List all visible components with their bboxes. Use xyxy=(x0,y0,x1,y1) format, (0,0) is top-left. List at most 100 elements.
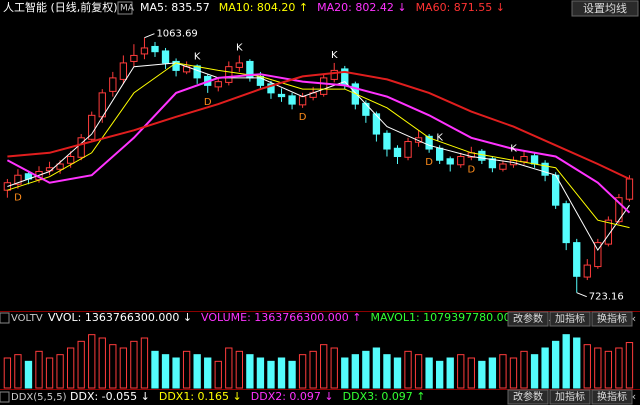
volume-bar xyxy=(488,357,497,389)
volume-bar xyxy=(256,357,265,389)
candle-body xyxy=(488,158,497,169)
signal-marker: K xyxy=(331,50,338,61)
volume-bar xyxy=(309,350,317,389)
candle-body xyxy=(425,135,433,150)
legend-item: DDX: -0.055 ↓ xyxy=(70,390,150,403)
candle-body xyxy=(277,93,286,98)
candle-body xyxy=(414,137,423,143)
legend-item: MA20: 802.42 ↓ xyxy=(317,1,406,14)
button[interactable] xyxy=(549,311,591,327)
volume-bar xyxy=(520,350,528,389)
volume-bar xyxy=(161,354,170,389)
volume-bar xyxy=(140,337,149,389)
candle-body xyxy=(66,156,75,164)
nav-arrow[interactable]: ‹ xyxy=(632,312,636,325)
legend-item: MAVOL1: 1079397780.000 ↑ xyxy=(371,311,531,324)
button-label: 加指标 xyxy=(555,312,585,325)
candle-body xyxy=(499,163,507,170)
candle-body xyxy=(119,62,128,80)
volume-bar xyxy=(383,354,391,389)
volume-bar xyxy=(457,354,465,389)
button[interactable] xyxy=(507,389,549,405)
button[interactable] xyxy=(571,0,639,17)
volume-bar xyxy=(77,340,85,389)
candle-body xyxy=(298,96,307,106)
candle-body xyxy=(140,47,149,55)
volume-bar xyxy=(204,357,212,389)
stock-title: 人工智能 (日线,前复权) xyxy=(3,0,118,14)
volume-bar xyxy=(467,357,475,389)
button[interactable] xyxy=(591,389,633,405)
candle-body xyxy=(288,95,296,105)
volume-bar xyxy=(615,347,623,389)
candle-body xyxy=(320,77,328,95)
volume-bar xyxy=(193,354,201,389)
candle-body xyxy=(193,65,201,79)
candle-body xyxy=(267,83,275,94)
volume-bar xyxy=(330,347,338,389)
collapse-box[interactable] xyxy=(0,312,10,324)
signal-marker: K xyxy=(436,132,443,143)
signal-marker: D xyxy=(204,97,212,108)
volume-bar xyxy=(541,347,549,389)
price-annotation: 723.16 xyxy=(589,292,624,303)
candle-body xyxy=(225,66,233,83)
volume-bar xyxy=(214,360,222,389)
candle-body xyxy=(478,150,486,161)
volume-bar xyxy=(14,354,22,389)
candle-body xyxy=(130,54,138,62)
candle-body xyxy=(151,45,159,53)
nav-arrow[interactable]: ‹ xyxy=(632,390,636,403)
volume-bar xyxy=(98,337,106,389)
volume-bar xyxy=(225,347,233,389)
volume-bar xyxy=(362,350,370,389)
volume-bar xyxy=(351,354,359,389)
volume-bar xyxy=(583,344,591,389)
candle-body xyxy=(14,174,22,185)
candle-body xyxy=(530,155,539,165)
indicator-box[interactable] xyxy=(117,1,133,15)
candle-body xyxy=(436,147,444,161)
signal-marker: D xyxy=(467,164,475,175)
volume-bar xyxy=(414,354,423,389)
candle-body xyxy=(161,50,170,64)
volume-bar xyxy=(604,350,613,389)
candle-body xyxy=(362,102,370,116)
volume-bar xyxy=(341,357,349,389)
signal-marker: K xyxy=(236,42,243,53)
ma-line xyxy=(6,73,631,214)
volume-bar xyxy=(172,357,180,389)
candle-body xyxy=(573,242,581,277)
volume-bar xyxy=(56,354,64,389)
button[interactable] xyxy=(507,311,549,327)
volume-bar xyxy=(119,347,128,389)
candle-body xyxy=(172,60,180,71)
button[interactable] xyxy=(591,311,633,327)
candle-body xyxy=(562,203,570,244)
ma-line xyxy=(7,70,630,180)
indicator: MA xyxy=(120,4,135,14)
candle-body xyxy=(604,219,613,245)
volume-bar xyxy=(246,354,254,389)
volume-bar xyxy=(109,344,117,389)
volume-bar xyxy=(66,347,75,389)
candle-body xyxy=(3,182,12,191)
legend-item: MA60: 871.55 ↓ xyxy=(416,1,505,14)
collapse-box[interactable] xyxy=(0,391,10,403)
volume-bar xyxy=(267,360,275,389)
button-label: 改参数 xyxy=(513,312,543,325)
button-label: 设置均线 xyxy=(583,1,627,15)
candle-body xyxy=(235,62,244,68)
volume-bar xyxy=(320,344,328,389)
candle-body xyxy=(330,69,338,80)
volume-bar xyxy=(182,350,191,389)
candle-body xyxy=(520,156,528,163)
legend-item: VVOL: 1363766300.000 ↓ xyxy=(48,311,192,324)
button[interactable] xyxy=(549,389,591,405)
annotation-pointer xyxy=(576,292,587,298)
candle-body xyxy=(615,197,623,223)
legend-item: DDX2: 0.097 ↓ xyxy=(251,390,334,403)
volume-bar xyxy=(573,337,581,389)
